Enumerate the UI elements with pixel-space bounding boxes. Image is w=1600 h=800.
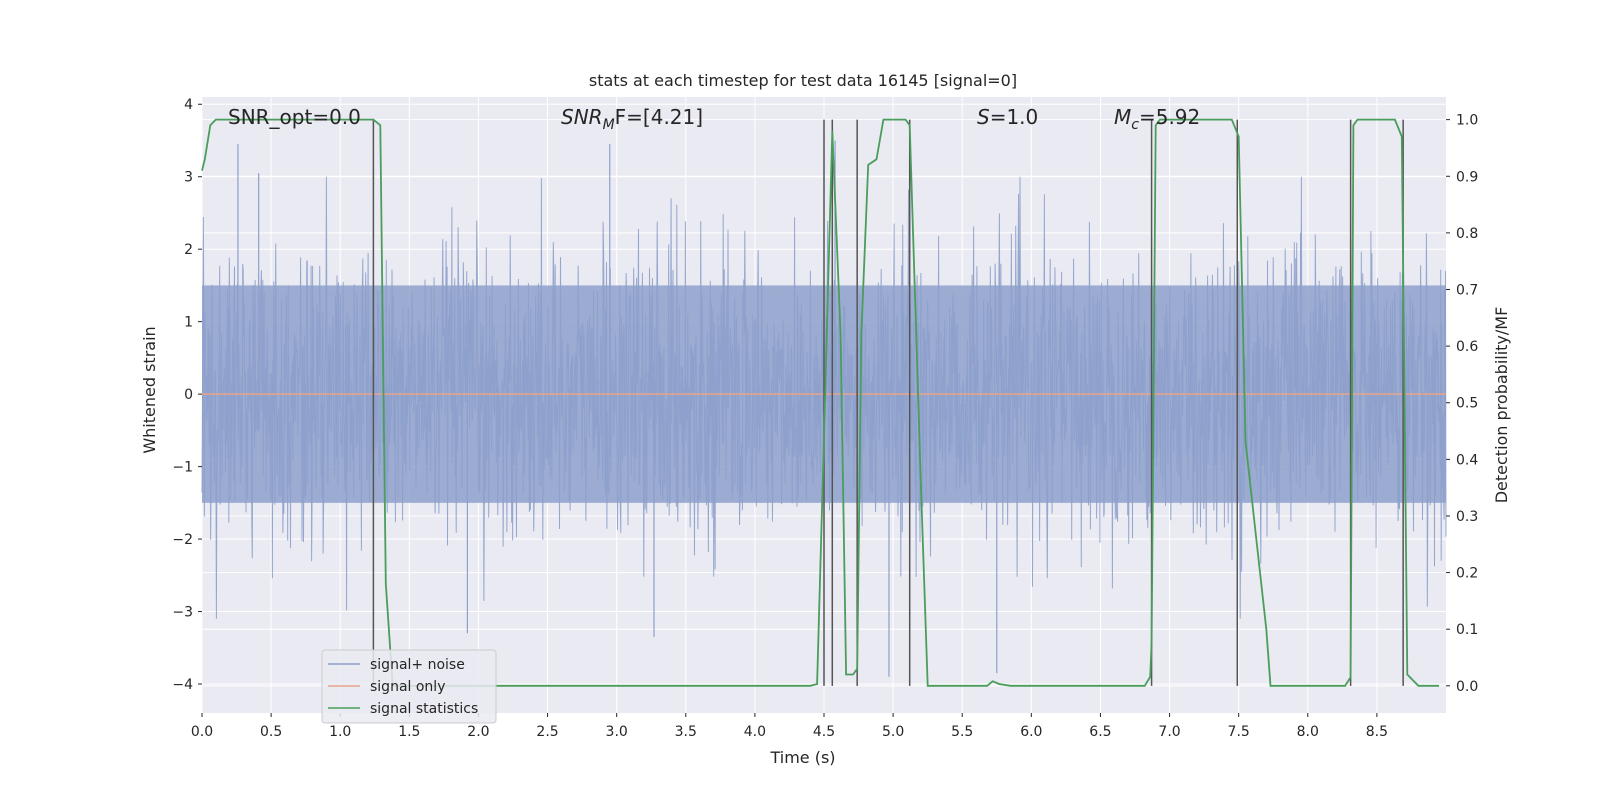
- y2-axis-ticks: 1.0 0.9 0.8 0.7 0.6 0.5 0.4 0.3 0.2 0.1 0.0: [1446, 113, 1478, 695]
- x-tick-label: 2.5: [536, 724, 558, 740]
- x-tick-label: 6.0: [1020, 724, 1042, 740]
- x-tick-label: 4.0: [744, 724, 766, 740]
- y2-tick-label: 0.5: [1456, 396, 1478, 412]
- x-tick-label: 8.5: [1366, 724, 1388, 740]
- y2-tick-label: 0.0: [1456, 679, 1478, 695]
- annotation-snr-mf: SNRMF=[4.21]: [561, 105, 703, 133]
- x-tick-label: 6.5: [1089, 724, 1111, 740]
- legend-label-signal-only: signal only: [370, 679, 445, 695]
- x-tick-label: 5.5: [951, 724, 973, 740]
- y2-tick-label: 0.4: [1456, 452, 1478, 468]
- legend-label-statistics: signal statistics: [370, 701, 478, 717]
- x-tick-label: 3.5: [675, 724, 697, 740]
- x-tick-label: 1.0: [329, 724, 351, 740]
- y-tick-label: 0: [184, 387, 193, 403]
- y2-tick-label: 0.9: [1456, 169, 1478, 185]
- y2-tick-label: 0.8: [1456, 226, 1478, 242]
- y2-tick-label: 1.0: [1456, 113, 1478, 129]
- y-axis-label: Whitened strain: [140, 326, 159, 453]
- annotation-snr-opt: SNR_opt=0.0: [228, 105, 361, 129]
- annotation-mc: Mc=5.92: [1114, 105, 1200, 133]
- x-tick-label: 8.0: [1297, 724, 1319, 740]
- y-tick-label: 1: [184, 315, 193, 331]
- x-tick-label: 1.5: [398, 724, 420, 740]
- x-tick-label: 7.0: [1158, 724, 1180, 740]
- x-tick-label: 2.0: [467, 724, 489, 740]
- x-tick-label: 0.5: [260, 724, 282, 740]
- annotation-s-val: =1.0: [990, 105, 1039, 129]
- legend: signal+ noise signal only signal statist…: [321, 649, 497, 724]
- legend-box: [321, 649, 497, 724]
- annotation-snr-mf-base: SNR: [561, 105, 603, 129]
- annotation-s: S=1.0: [977, 105, 1038, 129]
- x-axis-ticks: 0.0 0.5 1.0 1.5 2.0 2.5 3.0 3.5 4.0 4.5 5.0 5.5 6.0 6…: [191, 713, 1388, 740]
- y-tick-label: 3: [184, 170, 193, 186]
- annotation-snr-mf-sub: M: [603, 117, 615, 133]
- y-tick-label: 4: [184, 97, 193, 113]
- annotation-mc-val: =5.92: [1139, 105, 1200, 129]
- y2-tick-label: 0.1: [1456, 622, 1478, 638]
- y2-tick-label: 0.3: [1456, 509, 1478, 525]
- x-axis-label: Time (s): [769, 748, 835, 767]
- legend-label-noise: signal+ noise: [370, 657, 465, 673]
- y2-tick-label: 0.2: [1456, 566, 1478, 582]
- signal-statistics-line: [201, 118, 1440, 687]
- x-tick-label: 0.0: [191, 724, 213, 740]
- annotation-mc-sub: c: [1131, 117, 1139, 133]
- y2-tick-label: 0.6: [1456, 339, 1478, 355]
- annotation-snr-mf-tail: F=[4.21]: [615, 105, 703, 129]
- y2-axis-label: Detection probability/MF: [1492, 307, 1511, 504]
- y-axis-ticks: 4 3 2 1 0 −1 −2 −3 −4: [172, 97, 202, 693]
- y-tick-label: −3: [172, 605, 193, 621]
- y2-tick-label: 0.7: [1456, 283, 1478, 299]
- x-tick-label: 7.5: [1228, 724, 1250, 740]
- y-tick-label: −2: [172, 532, 193, 548]
- y-tick-label: −1: [172, 460, 193, 476]
- x-tick-label: 3.0: [606, 724, 628, 740]
- y-tick-label: 2: [184, 242, 193, 258]
- y-tick-label: −4: [172, 677, 193, 693]
- chart-title: stats at each timestep for test data 161…: [589, 71, 1017, 90]
- annotation-s-var: S: [977, 105, 990, 129]
- x-tick-label: 4.5: [813, 724, 835, 740]
- x-tick-label: 5.0: [882, 724, 904, 740]
- annotation-mc-base: M: [1114, 105, 1131, 129]
